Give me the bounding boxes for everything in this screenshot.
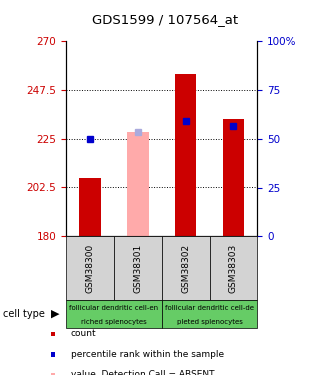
Text: pleted splenocytes: pleted splenocytes	[177, 319, 243, 325]
Bar	[223, 119, 244, 236]
Text: GDS1599 / 107564_at: GDS1599 / 107564_at	[92, 13, 238, 26]
Text: follicular dendritic cell-de: follicular dendritic cell-de	[165, 305, 254, 311]
Text: percentile rank within the sample: percentile rank within the sample	[71, 350, 224, 359]
Bar	[162, 236, 210, 300]
Text: count: count	[71, 329, 97, 338]
Bar	[210, 236, 257, 300]
Bar	[175, 74, 196, 236]
Text: GSM38301: GSM38301	[133, 243, 142, 293]
Text: GSM38303: GSM38303	[229, 243, 238, 293]
Bar	[66, 236, 114, 300]
Text: GSM38300: GSM38300	[85, 243, 94, 293]
Bar	[114, 236, 162, 300]
Bar	[66, 300, 162, 328]
Text: value, Detection Call = ABSENT: value, Detection Call = ABSENT	[71, 370, 214, 375]
Bar	[79, 178, 101, 236]
Bar	[127, 132, 148, 236]
Text: follicular dendritic cell-en: follicular dendritic cell-en	[69, 305, 158, 311]
Bar	[162, 300, 257, 328]
Text: cell type: cell type	[3, 309, 45, 319]
Text: GSM38302: GSM38302	[181, 244, 190, 292]
Text: riched splenocytes: riched splenocytes	[81, 319, 147, 325]
Text: ▶: ▶	[51, 309, 60, 319]
